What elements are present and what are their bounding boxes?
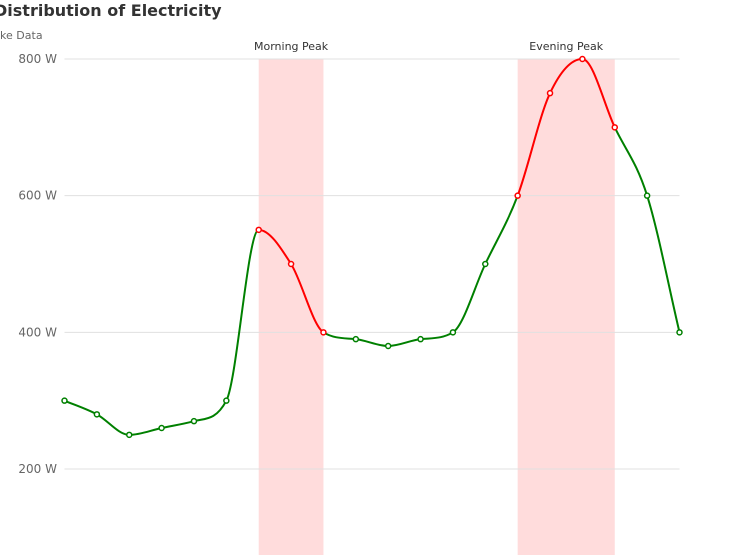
grid-lines bbox=[64, 58, 680, 470]
mark-area-labels: Morning Peak Evening Peak bbox=[254, 40, 604, 53]
line-segment-18 bbox=[646, 195, 681, 333]
line-segment-0 bbox=[64, 399, 98, 416]
line-segment-2 bbox=[129, 427, 162, 436]
data-point-22:30[interactable] bbox=[643, 192, 651, 199]
data-point-00:00[interactable] bbox=[61, 397, 68, 404]
y-tick-label-600: 600 W bbox=[18, 189, 57, 203]
data-point-12:30[interactable] bbox=[384, 342, 392, 350]
y-tick-label-400: 400 W bbox=[18, 325, 57, 339]
data-point-01:15[interactable] bbox=[93, 411, 101, 418]
mark-areas bbox=[258, 59, 615, 555]
data-point-07:30[interactable] bbox=[255, 226, 262, 234]
line-segment-9 bbox=[355, 338, 389, 347]
data-point-03:45[interactable] bbox=[158, 424, 165, 432]
data-point-11:15[interactable] bbox=[352, 335, 360, 343]
data-point-23:45[interactable] bbox=[676, 329, 683, 336]
line-segment-3 bbox=[161, 420, 195, 429]
data-point-08:45[interactable] bbox=[287, 260, 295, 268]
series-points bbox=[61, 55, 683, 439]
mark-area-1 bbox=[517, 59, 615, 555]
y-tick-label-200: 200 W bbox=[18, 462, 57, 476]
data-point-16:15[interactable] bbox=[482, 260, 489, 268]
line-segment-12 bbox=[452, 263, 487, 334]
mark-area-label-0: Morning Peak bbox=[254, 40, 329, 53]
data-point-21:15[interactable] bbox=[611, 124, 619, 131]
data-point-20:00[interactable] bbox=[579, 55, 586, 63]
line-segment-16 bbox=[582, 58, 616, 128]
line-segment-5 bbox=[225, 228, 260, 402]
mark-area-label-1: Evening Peak bbox=[529, 40, 603, 53]
line-segment-7 bbox=[290, 263, 325, 334]
data-point-06:15[interactable] bbox=[223, 397, 230, 404]
y-axis-tick-labels: 200 W 400 W 600 W 800 W bbox=[18, 52, 57, 476]
line-segment-4 bbox=[193, 400, 228, 423]
line-segment-14 bbox=[516, 92, 551, 197]
line-segment-10 bbox=[388, 338, 421, 347]
data-point-10:00[interactable] bbox=[320, 329, 327, 336]
data-point-15:00[interactable] bbox=[449, 329, 457, 336]
chart-subtitle: Fake Data bbox=[0, 29, 43, 42]
line-segment-17 bbox=[613, 126, 649, 196]
data-point-17:30[interactable] bbox=[514, 192, 521, 199]
data-point-18:45[interactable] bbox=[546, 89, 554, 97]
line-segment-13 bbox=[484, 195, 519, 265]
chart-title: Distribution of Electricity bbox=[0, 1, 222, 20]
mark-area-0 bbox=[258, 59, 324, 555]
data-point-13:45[interactable] bbox=[417, 335, 424, 343]
line-segment-1 bbox=[96, 413, 130, 436]
line-segment-11 bbox=[420, 331, 454, 341]
y-tick-label-800: 800 W bbox=[18, 52, 57, 66]
line-segment-8 bbox=[322, 331, 356, 341]
data-point-02:30[interactable] bbox=[125, 431, 133, 439]
data-point-05:00[interactable] bbox=[190, 417, 198, 425]
